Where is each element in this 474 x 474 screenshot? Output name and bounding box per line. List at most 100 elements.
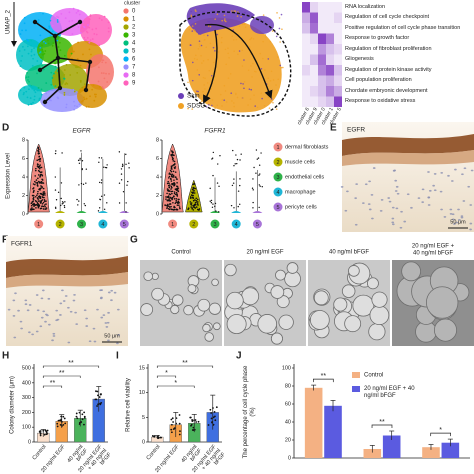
umap-cell [98, 85, 101, 88]
stain-label: EGFR [347, 127, 365, 134]
cell-point [37, 166, 40, 169]
cell-point [191, 191, 193, 194]
cell-point [79, 159, 81, 161]
cell-sphere [433, 318, 457, 342]
cell-point [39, 187, 42, 190]
nucleus [439, 190, 443, 193]
y-tick-label: 80 [285, 383, 291, 389]
umap-cell [217, 51, 220, 53]
cell-point [179, 207, 181, 210]
nucleus [40, 316, 44, 319]
umap-cell [230, 92, 233, 94]
cell-point [55, 150, 57, 152]
umap-cell [81, 89, 84, 92]
cell-point [33, 205, 35, 207]
umap-cell [79, 79, 82, 82]
cell-point [36, 203, 38, 206]
cell-point [118, 151, 121, 153]
cell-point [175, 178, 178, 180]
cell-point [211, 206, 214, 208]
cell-point [43, 199, 46, 201]
cell-point [191, 196, 194, 199]
umap-cell [193, 29, 195, 31]
cell-point [230, 204, 233, 207]
nucleus [391, 206, 395, 209]
umap-cell [88, 41, 91, 44]
cluster-number: 2 [192, 222, 195, 228]
umap-cell [237, 53, 239, 56]
cell-point [45, 207, 48, 209]
umap-cell [216, 13, 219, 16]
umap-cell [68, 93, 71, 96]
umap-cell [23, 48, 26, 51]
cell-point [77, 204, 79, 206]
stain-label: FGFR1 [11, 241, 33, 248]
umap-cell [231, 100, 233, 102]
umap-cell [27, 76, 30, 78]
legend-swatch [123, 48, 129, 54]
replicate-dot [98, 396, 101, 398]
cell-sphere [202, 323, 211, 333]
umap-cell [280, 66, 283, 69]
cell-point [38, 167, 41, 170]
nucleus [432, 184, 436, 187]
umap-cell [89, 95, 91, 98]
umap-cell [76, 58, 79, 60]
significance-bracket [156, 365, 214, 368]
nucleus [364, 183, 368, 186]
umap-cell [248, 88, 251, 90]
cell-point [212, 174, 214, 177]
cell-sphere [276, 295, 290, 309]
umap-cell [92, 84, 95, 87]
cell-sphere [211, 278, 219, 287]
y-tick-label: 400 [22, 380, 31, 386]
umap-cell [25, 90, 28, 93]
umap-cell [36, 89, 39, 92]
nucleus [35, 294, 39, 296]
cell-point [192, 187, 195, 190]
umap-cell [240, 16, 242, 18]
cell-point [233, 178, 235, 180]
umap-cell [193, 57, 196, 60]
nucleus [113, 291, 117, 294]
nucleus [12, 314, 16, 317]
y-tick-label: 0 [28, 439, 31, 445]
cell-point [36, 197, 39, 199]
heatmap-cell [334, 86, 342, 97]
legend-label: 1 [132, 17, 136, 23]
cell-point [127, 180, 129, 183]
umap-cell [191, 79, 194, 82]
cell-sphere [369, 305, 390, 326]
nucleus [467, 185, 471, 188]
cluster-number: 2 [59, 222, 62, 228]
cell-point [172, 201, 174, 204]
nucleus [96, 308, 99, 311]
umap-cell [188, 28, 191, 31]
nucleus [67, 341, 71, 344]
nucleus [395, 207, 399, 210]
umap-cell [68, 20, 71, 23]
cell-point [40, 192, 42, 195]
cell-point [36, 181, 39, 184]
cell-point [63, 204, 66, 207]
heatmap-cell [310, 96, 318, 107]
umap-cell [250, 37, 252, 40]
cell-point [178, 204, 180, 207]
replicate-dot [178, 433, 181, 436]
replicate-dot [46, 429, 49, 432]
nucleus [92, 327, 96, 330]
umap-cell [52, 83, 55, 86]
umap-cell [195, 10, 197, 13]
umap-cell [37, 19, 40, 21]
umap-cell [51, 44, 54, 47]
umap-cell [276, 12, 278, 14]
umap-cell [261, 57, 264, 60]
cell-point [122, 165, 124, 167]
legend-label: Skin [187, 93, 200, 100]
umap-cell [49, 19, 52, 22]
cell-point [54, 189, 57, 191]
umap-cell [281, 28, 283, 31]
umap-cell [260, 92, 263, 95]
umap-cell [23, 22, 26, 25]
umap-cell [40, 56, 42, 59]
